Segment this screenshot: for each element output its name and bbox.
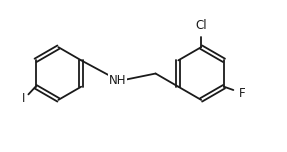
Text: NH: NH <box>109 74 127 87</box>
Text: I: I <box>22 92 25 105</box>
Text: F: F <box>239 87 245 100</box>
Text: Cl: Cl <box>195 19 207 32</box>
Text: i: i <box>22 92 25 105</box>
Text: i: i <box>22 92 25 105</box>
